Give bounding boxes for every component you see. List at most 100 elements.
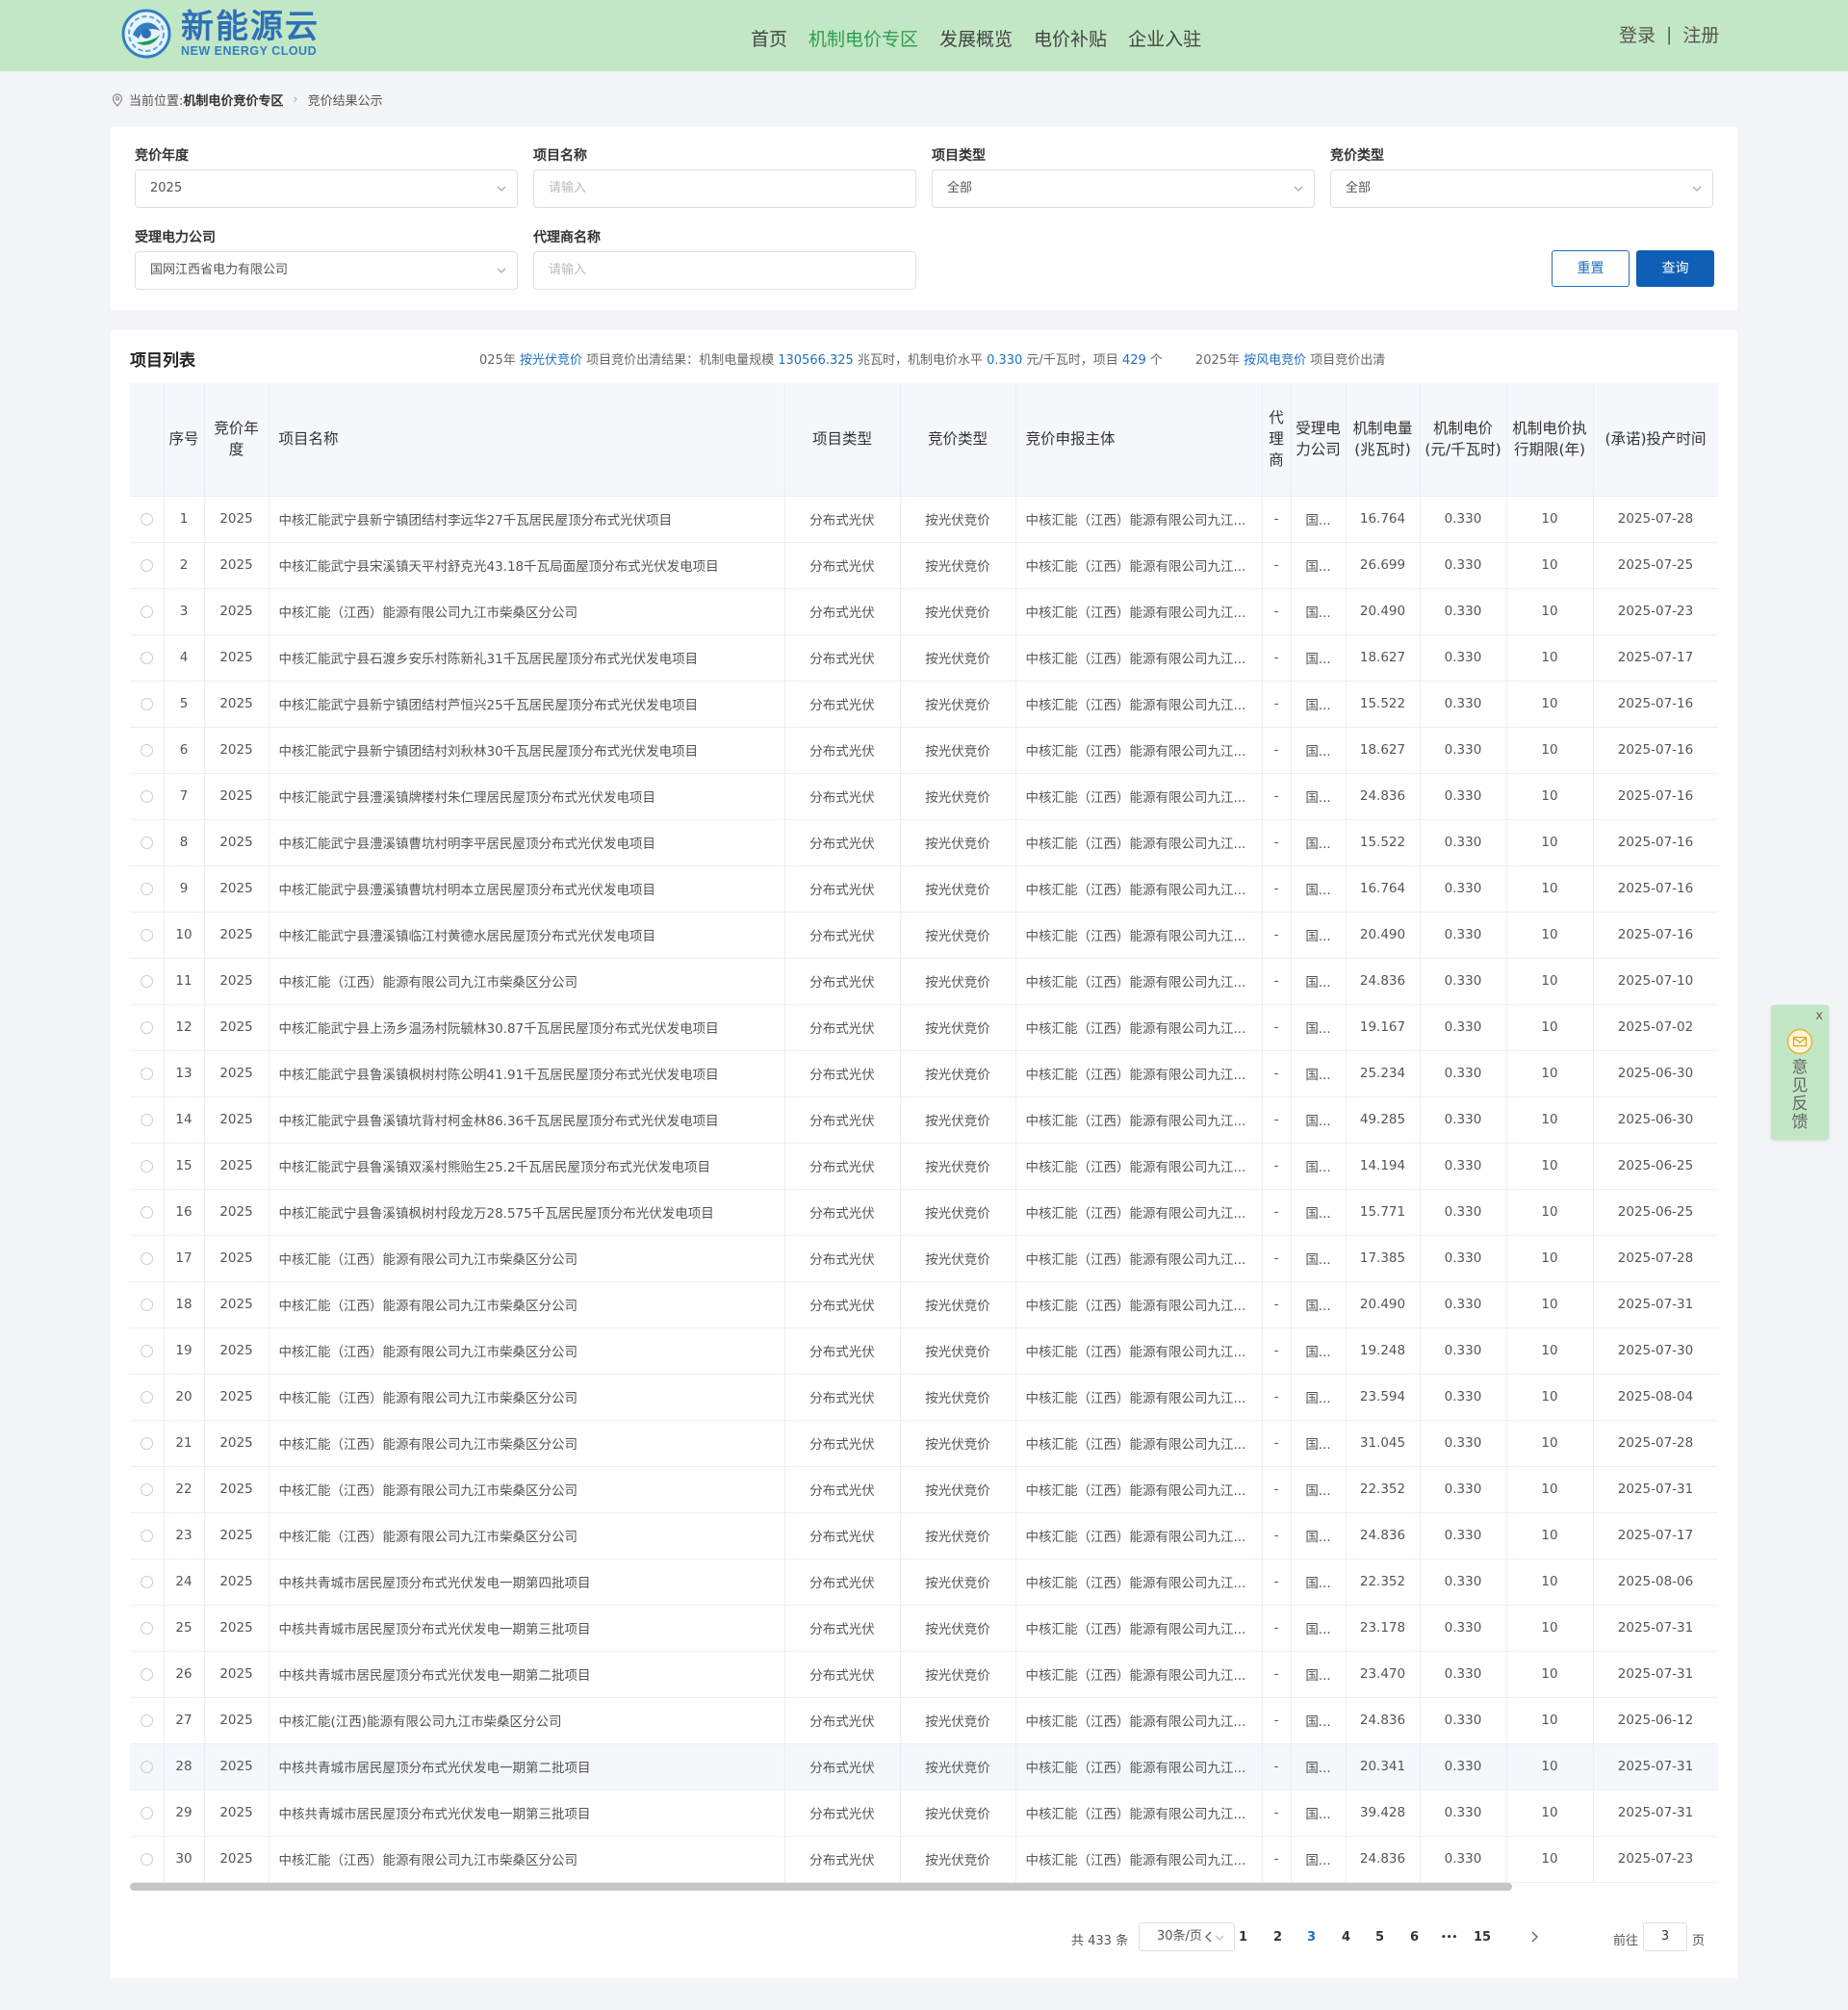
row-radio[interactable] xyxy=(140,512,153,526)
nav-home[interactable]: 首页 xyxy=(751,29,788,50)
row-radio[interactable] xyxy=(140,1482,153,1496)
brand-logo[interactable]: 新能源云 NEW ENERGY CLOUD xyxy=(119,6,320,62)
nav-price-subsidy[interactable]: 电价补贴 xyxy=(1034,29,1108,50)
table-row[interactable]: 30 2025 中核汇能（江西）能源有限公司九江市柴桑区分公司 分布式光伏 按光伏竞价中… xyxy=(130,1836,1718,1883)
row-radio[interactable] xyxy=(140,1714,153,1727)
reset-button[interactable]: 重置 xyxy=(1552,250,1630,287)
table-row[interactable]: 16 2025 中核汇能武宁县鲁溪镇枫树村段龙万28.575千瓦居民屋顶分布光伏发电… xyxy=(130,1189,1718,1236)
table-row[interactable]: 7 2025 中核汇能武宁县澧溪镇牌楼村朱仁理居民屋顶分布式光伏发电项目 分布式光伏按… xyxy=(130,773,1718,820)
page-size-select[interactable]: 30条/页 xyxy=(1139,1922,1235,1951)
row-radio[interactable] xyxy=(140,1760,153,1773)
row-radio[interactable] xyxy=(140,1298,153,1311)
table-row[interactable]: 20 2025 中核汇能（江西）能源有限公司九江市柴桑区分公司 分布式光伏 按光伏竞价中… xyxy=(130,1374,1718,1421)
row-radio[interactable] xyxy=(140,836,153,849)
nav-mechanism-price[interactable]: 机制电价专区 xyxy=(808,29,919,50)
row-radio[interactable] xyxy=(140,1113,153,1126)
row-radio[interactable] xyxy=(140,1806,153,1819)
row-radio[interactable] xyxy=(140,882,153,895)
row-radio[interactable] xyxy=(140,651,153,664)
table-row[interactable]: 24 2025 中核共青城市居民屋顶分布式光伏发电一期第四批项目 分布式光伏 按光伏竞价… xyxy=(130,1559,1718,1606)
table-cell: - xyxy=(1262,1189,1292,1236)
table-row[interactable]: 3 2025 中核汇能（江西）能源有限公司九江市柴桑区分公司 分布式光伏 按光伏竞价 中核… xyxy=(130,588,1718,635)
table-row[interactable]: 21 2025 中核汇能（江西）能源有限公司九江市柴桑区分公司 分布式光伏 按光伏竞价中… xyxy=(130,1420,1718,1467)
power-company-select[interactable]: 国网江西省电力有限公司 xyxy=(135,251,518,290)
feedback-close-button[interactable]: x xyxy=(1815,1009,1823,1023)
table-row[interactable]: 8 2025 中核汇能武宁县澧溪镇曹坑村明李平居民屋顶分布式光伏发电项目 分布式光伏按… xyxy=(130,819,1718,866)
table-row[interactable]: 15 2025 中核汇能武宁县鲁溪镇双溪村熊贻生25.2千瓦居民屋顶分布式光伏发电项… xyxy=(130,1143,1718,1190)
table-row[interactable]: 19 2025 中核汇能（江西）能源有限公司九江市柴桑区分公司 分布式光伏 按光伏竞价中… xyxy=(130,1327,1718,1375)
row-radio[interactable] xyxy=(140,743,153,757)
table-row[interactable]: 27 2025 中核汇能(江西)能源有限公司九江市柴桑区分公司 分布式光伏 按光伏竞价中… xyxy=(130,1697,1718,1744)
table-row[interactable]: 4 2025 中核汇能武宁县石渡乡安乐村陈新礼31千瓦居民屋顶分布式光伏发电项目 分布… xyxy=(130,634,1718,682)
table-cell: - xyxy=(1262,1281,1292,1328)
chevron-right-icon[interactable] xyxy=(1529,1931,1539,1943)
table-row[interactable]: 10 2025 中核汇能武宁县澧溪镇临江村黄德水居民屋顶分布式光伏发电项目 分布式光伏… xyxy=(130,912,1718,959)
row-radio[interactable] xyxy=(140,558,153,572)
summary-pv-link[interactable]: 按光伏竞价 xyxy=(519,353,582,368)
row-radio[interactable] xyxy=(140,1852,153,1866)
row-radio[interactable] xyxy=(140,974,153,988)
table-row[interactable]: 17 2025 中核汇能（江西）能源有限公司九江市柴桑区分公司 分布式光伏 按光伏竞价中… xyxy=(130,1235,1718,1282)
goto-page-input[interactable]: 3 xyxy=(1643,1922,1687,1951)
row-radio[interactable] xyxy=(140,1251,153,1265)
page-button[interactable]: 6 xyxy=(1410,1930,1420,1945)
horizontal-scrollbar[interactable] xyxy=(130,1883,1512,1891)
page-button[interactable]: 2 xyxy=(1273,1930,1283,1945)
summary-wind-link[interactable]: 按风电竞价 xyxy=(1244,353,1307,368)
row-radio[interactable] xyxy=(140,1667,153,1681)
page-button-current[interactable]: 3 xyxy=(1307,1930,1317,1945)
row-radio[interactable] xyxy=(140,605,153,618)
table-row[interactable]: 23 2025 中核汇能（江西）能源有限公司九江市柴桑区分公司 分布式光伏 按光伏竞价中… xyxy=(130,1512,1718,1559)
row-radio[interactable] xyxy=(140,1575,153,1588)
row-radio[interactable] xyxy=(140,697,153,710)
table-row[interactable]: 5 2025 中核汇能武宁县新宁镇团结村芦恒兴25千瓦居民屋顶分布式光伏发电项目 分布… xyxy=(130,681,1718,728)
row-radio[interactable] xyxy=(140,1344,153,1357)
table-cell: 2025-07-31 xyxy=(1593,1790,1718,1837)
row-radio[interactable] xyxy=(140,1159,153,1172)
row-radio[interactable] xyxy=(140,928,153,941)
nav-development-overview[interactable]: 发展概览 xyxy=(939,29,1014,50)
feedback-widget[interactable]: x 意见反馈 xyxy=(1771,1005,1829,1140)
register-link[interactable]: 注册 xyxy=(1682,25,1720,46)
page-button[interactable]: 4 xyxy=(1342,1930,1351,1945)
nav-enterprise-join[interactable]: 企业入驻 xyxy=(1128,29,1202,50)
results-table-wrapper[interactable]: 序号 竞价年度 项目名称 项目类型 竞价类型 竞价申报主体 代理商 受理电力公司… xyxy=(130,383,1718,1896)
table-row[interactable]: 18 2025 中核汇能（江西）能源有限公司九江市柴桑区分公司 分布式光伏 按光伏竞价中… xyxy=(130,1281,1718,1328)
page-button[interactable]: 1 xyxy=(1239,1930,1248,1945)
table-row[interactable]: 1 2025 中核汇能武宁县新宁镇团结村李远华27千瓦居民屋顶分布式光伏项目 分布式光… xyxy=(130,496,1718,543)
table-row[interactable]: 6 2025 中核汇能武宁县新宁镇团结村刘秋林30千瓦居民屋顶分布式光伏发电项目 分布… xyxy=(130,727,1718,774)
table-row[interactable]: 2 2025 中核汇能武宁县宋溪镇天平村舒克光43.18千瓦局面屋顶分布式光伏发电项… xyxy=(130,542,1718,589)
table-row[interactable]: 9 2025 中核汇能武宁县澧溪镇曹坑村明本立居民屋顶分布式光伏发电项目 分布式光伏按… xyxy=(130,865,1718,913)
table-row[interactable]: 14 2025 中核汇能武宁县鲁溪镇坑背村柯金林86.36千瓦居民屋顶分布式光伏发电… xyxy=(130,1096,1718,1144)
row-radio[interactable] xyxy=(140,1390,153,1404)
row-radio[interactable] xyxy=(140,1436,153,1450)
table-row[interactable]: 29 2025 中核共青城市居民屋顶分布式光伏发电一期第三批项目 分布式光伏 按光伏竞价… xyxy=(130,1790,1718,1837)
bid-type-select[interactable]: 全部 xyxy=(1330,169,1713,208)
table-row[interactable]: 12 2025 中核汇能武宁县上汤乡温汤村阮毓林30.87千瓦居民屋顶分布式光伏发电… xyxy=(130,1004,1718,1051)
table-row[interactable]: 22 2025 中核汇能（江西）能源有限公司九江市柴桑区分公司 分布式光伏 按光伏竞价中… xyxy=(130,1466,1718,1513)
breadcrumb-section[interactable]: 机制电价竞价专区 xyxy=(183,94,284,109)
table-cell: - xyxy=(1262,1235,1292,1282)
year-select[interactable]: 2025 xyxy=(135,169,518,208)
row-radio[interactable] xyxy=(140,1067,153,1080)
row-radio[interactable] xyxy=(140,1529,153,1542)
row-radio[interactable] xyxy=(140,789,153,803)
agent-name-input[interactable]: 请输入 xyxy=(533,251,916,290)
page-button[interactable]: 5 xyxy=(1375,1930,1385,1945)
query-button[interactable]: 查询 xyxy=(1636,250,1714,287)
table-row[interactable]: 13 2025 中核汇能武宁县鲁溪镇枫树村陈公明41.91千瓦居民屋顶分布式光伏发电… xyxy=(130,1050,1718,1097)
project-name-input[interactable]: 请输入 xyxy=(533,169,916,208)
login-link[interactable]: 登录 xyxy=(1619,25,1656,46)
chevron-left-icon[interactable] xyxy=(1204,1931,1214,1943)
page-ellipsis[interactable]: ••• xyxy=(1441,1933,1458,1943)
table-row[interactable]: 11 2025 中核汇能（江西）能源有限公司九江市柴桑区分公司 分布式光伏 按光伏竞价中… xyxy=(130,958,1718,1005)
project-type-select[interactable]: 全部 xyxy=(932,169,1315,208)
page-button[interactable]: 15 xyxy=(1474,1930,1492,1945)
row-radio[interactable] xyxy=(140,1621,153,1635)
row-radio[interactable] xyxy=(140,1205,153,1219)
table-row[interactable]: 28 2025 中核共青城市居民屋顶分布式光伏发电一期第二批项目 分布式光伏 按光伏竞价… xyxy=(130,1743,1718,1791)
table-row[interactable]: 26 2025 中核共青城市居民屋顶分布式光伏发电一期第二批项目 分布式光伏 按光伏竞价… xyxy=(130,1651,1718,1698)
table-row[interactable]: 25 2025 中核共青城市居民屋顶分布式光伏发电一期第三批项目 分布式光伏 按光伏竞价… xyxy=(130,1605,1718,1652)
row-radio[interactable] xyxy=(140,1020,153,1034)
table-cell: 0.330 xyxy=(1420,1420,1507,1467)
